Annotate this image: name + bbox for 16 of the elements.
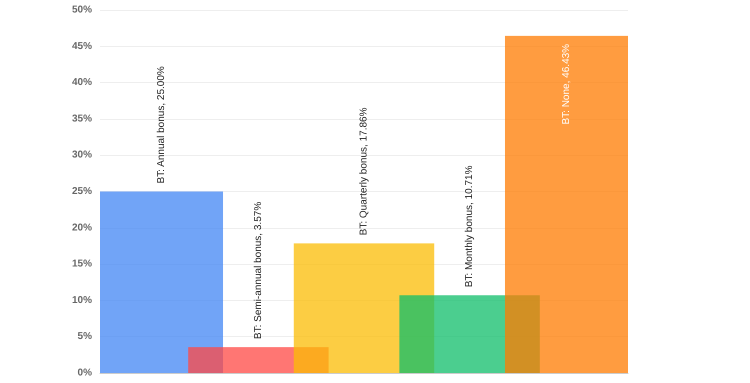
y-tick-label: 0%: [78, 368, 92, 378]
data-label: BT: Monthly bonus, 10.71%: [464, 165, 476, 288]
y-tick-label: 45%: [72, 40, 92, 52]
data-label: BT: Quarterly bonus, 17.86%: [358, 107, 370, 236]
y-tick-label: 40%: [72, 77, 92, 88]
y-tick-label: 15%: [72, 258, 92, 270]
y-tick-label: 5%: [78, 331, 92, 342]
data-label: BT: Semi-annual bonus, 3.57%: [252, 202, 264, 340]
data-label: BT: Annual bonus, 25.00%: [156, 66, 168, 184]
y-tick-label: 30%: [72, 150, 92, 161]
y-tick-label: 35%: [72, 113, 92, 124]
data-label: BT: None, 46.43%: [560, 44, 572, 125]
y-tick-label: 10%: [72, 294, 92, 306]
y-tick-label: 20%: [72, 222, 92, 234]
y-tick-label: 50%: [72, 4, 92, 16]
y-tick-label: 25%: [72, 186, 92, 197]
